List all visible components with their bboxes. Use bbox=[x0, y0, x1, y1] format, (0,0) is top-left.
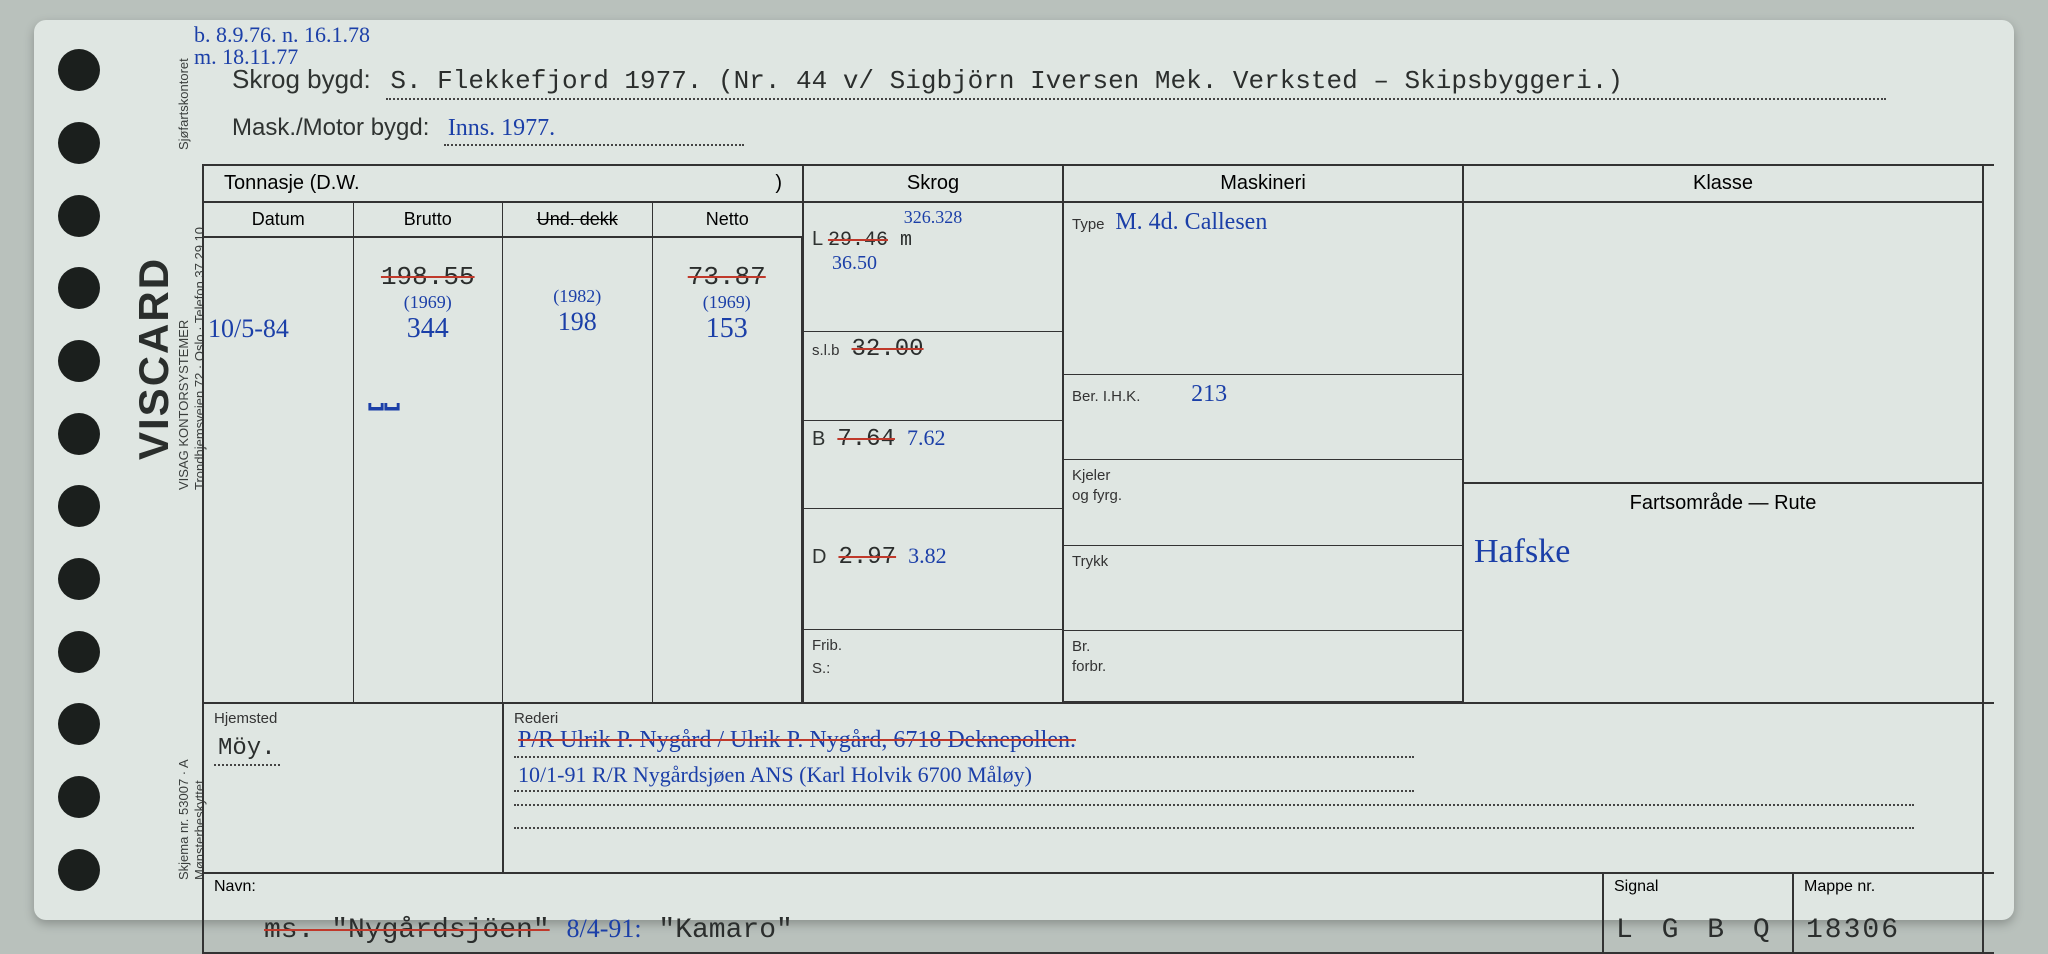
col-unddekk: Und. dekk bbox=[503, 203, 653, 236]
col-brutto: Brutto bbox=[354, 203, 504, 236]
mappe-val: 18306 bbox=[1806, 915, 1900, 946]
side-labels: VISCARD VISAG KONTORSYSTEMER Trondhjemsv… bbox=[124, 20, 184, 920]
signal-val: L G B Q bbox=[1616, 915, 1776, 946]
L-top-blue: 326.328 bbox=[812, 207, 1054, 228]
navn-val2: "Kamaro" bbox=[658, 915, 792, 946]
ihk-label: Ber. I.H.K. bbox=[1072, 388, 1140, 405]
top-annotation-2: m. 18.11.77 bbox=[194, 44, 298, 70]
tonnage-header-close: ) bbox=[775, 172, 782, 195]
B-label: B bbox=[812, 428, 825, 450]
motor-bygd-label: Mask./Motor bygd: bbox=[232, 114, 429, 141]
viscard-logo: VISCARD bbox=[130, 257, 178, 460]
forbr-label: Br. forbr. bbox=[1072, 638, 1106, 675]
tonnage-subheads: Datum Brutto Und. dekk Netto bbox=[204, 203, 802, 238]
ihk-val: 213 bbox=[1191, 381, 1227, 407]
index-card: VISCARD VISAG KONTORSYSTEMER Trondhjemsv… bbox=[34, 20, 2014, 920]
hjemsted-val: Möy. bbox=[214, 735, 280, 766]
footer: Navn: ms. "Nygårdsjöen" 8/4-91: "Kamaro"… bbox=[202, 874, 1994, 954]
L-struck: 29.46 bbox=[828, 229, 888, 252]
B-blue: 7.62 bbox=[907, 425, 946, 450]
motor-bygd-row: Mask./Motor bygd: Inns. 1977. bbox=[232, 114, 1994, 146]
skrog-bygd-value: S. Flekkefjord 1977. (Nr. 44 v/ Sigbjörn… bbox=[386, 66, 1886, 100]
skrog-col: Skrog 326.328 L 29.46 m 36.50 s.l.b 32.0… bbox=[804, 166, 1064, 702]
col-datum: Datum bbox=[204, 203, 354, 236]
motor-bygd-value: Inns. 1977. bbox=[444, 115, 744, 146]
slb-struck: 32.00 bbox=[852, 336, 924, 363]
tonnage-col: Tonnasje (D.W. ) Datum Brutto Und. dekk … bbox=[204, 166, 804, 702]
rederi-section: Hjemsted Möy. Rederi P/R Ulrik P. Nygård… bbox=[202, 704, 1994, 874]
farts-label: Fartsområde — Rute bbox=[1464, 482, 1982, 523]
und2: 198 bbox=[507, 307, 648, 337]
maskineri-col: Maskineri Type M. 4d. Callesen Ber. I.H.… bbox=[1064, 166, 1464, 702]
rederi-label: Rederi bbox=[514, 710, 1972, 727]
D-blue: 3.82 bbox=[908, 543, 947, 568]
netto-note: (1969) bbox=[657, 292, 798, 313]
farts-val: Hafske bbox=[1474, 533, 1972, 571]
form-body: b. 8.9.76. n. 16.1.78 m. 18.11.77 Skrog … bbox=[184, 20, 2014, 920]
klasse-col: Klasse Fartsområde — Rute Hafske bbox=[1464, 166, 1984, 702]
tonnage-body: 10/5-84 198.55 (1969) 344 (1982) 198 73.… bbox=[204, 238, 802, 702]
maskineri-header: Maskineri bbox=[1064, 166, 1462, 203]
punch-holes bbox=[34, 20, 124, 920]
main-grid: Tonnasje (D.W. ) Datum Brutto Und. dekk … bbox=[202, 164, 1994, 704]
D-label: D bbox=[812, 546, 826, 568]
mappe-label: Mappe nr. bbox=[1804, 878, 1972, 896]
L-blue: 36.50 bbox=[832, 252, 1054, 275]
L-unit: m bbox=[900, 229, 912, 252]
brutto-struck: 198.55 bbox=[358, 262, 499, 292]
kjeler-label: Kjeler og fyrg. bbox=[1072, 467, 1122, 504]
signal-label: Signal bbox=[1614, 878, 1782, 896]
rederi-struck: P/R Ulrik P. Nygård / Ulrik P. Nygård, 6… bbox=[514, 727, 1414, 758]
type-val: M. 4d. Callesen bbox=[1115, 209, 1267, 235]
und-note: (1982) bbox=[507, 286, 648, 307]
D-struck: 2.97 bbox=[838, 544, 896, 571]
slb-label: s.l.b bbox=[812, 342, 840, 359]
skrog-bygd-row: Skrog bygd: S. Flekkefjord 1977. (Nr. 44… bbox=[232, 64, 1994, 100]
tonnage-header: Tonnasje (D.W. bbox=[224, 172, 360, 195]
netto2: 153 bbox=[657, 313, 798, 345]
brutto-note: (1969) bbox=[358, 292, 499, 313]
frib-label: Frib. S.: bbox=[812, 637, 842, 677]
type-label: Type bbox=[1072, 216, 1105, 233]
rederi-line2: 10/1-91 R/R Nygårdsjøen ANS (Karl Holvik… bbox=[514, 762, 1414, 792]
skrog-header: Skrog bbox=[804, 166, 1062, 203]
navn-val1: ms. "Nygårdsjöen" bbox=[264, 915, 550, 946]
trykk-label: Trykk bbox=[1072, 553, 1108, 570]
B-struck: 7.64 bbox=[837, 426, 895, 453]
brutto2: 344 bbox=[358, 313, 499, 345]
navn-label: Navn: bbox=[214, 878, 1592, 896]
tonnage-date2: 10/5-84 bbox=[208, 314, 349, 344]
hjemsted-label: Hjemsted bbox=[214, 710, 492, 727]
navn-date: 8/4-91: bbox=[566, 914, 641, 943]
col-netto: Netto bbox=[653, 203, 803, 236]
netto-struck: 73.87 bbox=[657, 262, 798, 292]
klasse-header: Klasse bbox=[1464, 166, 1982, 203]
